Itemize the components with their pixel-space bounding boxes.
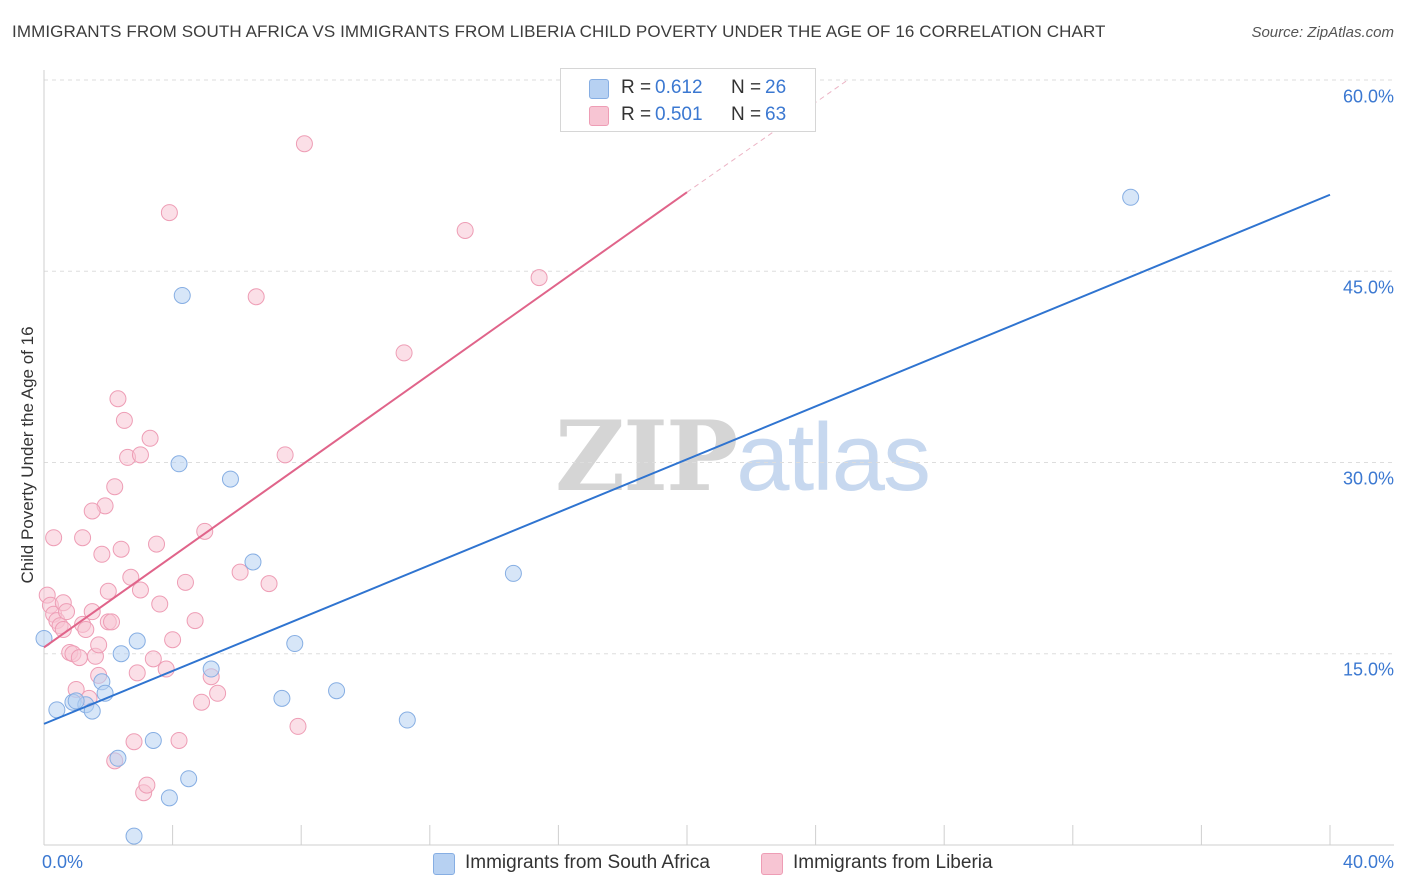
- liberia-point: [138, 776, 156, 794]
- liberia-point: [112, 540, 130, 558]
- liberia-point: [276, 446, 294, 464]
- south-africa-point: [180, 770, 198, 788]
- y-tick-label: 45.0%: [1342, 277, 1394, 298]
- south-africa-point: [112, 645, 130, 663]
- liberia-point: [58, 603, 76, 621]
- liberia-point: [131, 446, 149, 464]
- south-africa-point: [244, 553, 262, 571]
- legend-r-label: R =: [621, 104, 652, 125]
- south-africa-point: [286, 635, 304, 653]
- legend-swatch-pink: [589, 106, 609, 126]
- source-label: Source: ZipAtlas.com: [1251, 24, 1394, 41]
- liberia-point: [109, 390, 127, 408]
- liberia-point: [193, 693, 211, 711]
- liberia-point: [141, 429, 159, 447]
- liberia-point: [115, 411, 133, 429]
- liberia-point: [247, 288, 265, 306]
- x-tick-label-left: 0.0%: [42, 852, 84, 872]
- legend-n-value: 26: [765, 77, 787, 98]
- south-africa-point: [109, 749, 127, 767]
- y-tick-label: 30.0%: [1342, 468, 1394, 489]
- legend-label: Immigrants from Liberia: [793, 852, 993, 873]
- south-africa-points: [35, 188, 1140, 845]
- south-africa-trendline: [43, 193, 1331, 725]
- x-tick-label-right: 40.0%: [1342, 852, 1394, 872]
- liberia-point: [45, 529, 63, 547]
- legend-n-label: N =: [731, 77, 762, 98]
- liberia-point: [93, 545, 111, 563]
- liberia-point: [125, 733, 143, 751]
- south-africa-point: [1122, 188, 1140, 206]
- south-africa-point: [173, 286, 191, 304]
- liberia-point: [456, 221, 474, 239]
- liberia-point: [170, 731, 188, 749]
- watermark-zip: ZIP: [555, 400, 738, 513]
- liberia-point: [144, 650, 162, 668]
- watermark: ZIPatlas: [555, 400, 931, 513]
- correlation-legend: R = 0.612 N = 26 R = 0.501 N = 63: [560, 68, 816, 132]
- south-africa-point: [67, 692, 85, 710]
- liberia-trendline: [43, 191, 688, 649]
- liberia-point: [103, 613, 121, 631]
- axes: [43, 70, 1394, 846]
- liberia-points: [38, 135, 548, 802]
- legend-r-value: 0.501: [655, 104, 703, 125]
- south-africa-point: [398, 711, 416, 729]
- legend-swatch-blue: [433, 853, 455, 875]
- liberia-point: [395, 344, 413, 362]
- liberia-point: [186, 612, 204, 630]
- liberia-point: [70, 649, 88, 667]
- liberia-point: [90, 636, 108, 654]
- liberia-point: [106, 478, 124, 496]
- legend-r-value: 0.612: [655, 77, 703, 98]
- liberia-point: [148, 535, 166, 553]
- liberia-point: [74, 529, 92, 547]
- liberia-point: [164, 631, 182, 649]
- y-axis-label: Child Poverty Under the Age of 16: [18, 326, 37, 584]
- liberia-point: [83, 502, 101, 520]
- south-africa-point: [202, 660, 220, 678]
- legend-n-value: 63: [765, 104, 787, 125]
- liberia-point: [231, 563, 249, 581]
- liberia-trendline-extension: [686, 79, 849, 193]
- legend-n-label: N =: [731, 104, 762, 125]
- south-africa-point: [160, 789, 178, 807]
- south-africa-point: [221, 470, 239, 488]
- south-africa-point: [170, 455, 188, 473]
- liberia-point: [128, 664, 146, 682]
- liberia-point: [131, 581, 149, 599]
- liberia-point: [157, 660, 175, 678]
- liberia-point: [99, 582, 117, 600]
- liberia-point: [176, 573, 194, 591]
- liberia-point: [160, 204, 178, 222]
- liberia-point: [209, 684, 227, 702]
- liberia-point: [295, 135, 313, 153]
- trend-lines: [43, 79, 1331, 725]
- legend-swatch-pink: [761, 853, 783, 875]
- liberia-point: [289, 717, 307, 735]
- liberia-point: [54, 621, 72, 639]
- legend-r-label: R =: [621, 77, 652, 98]
- chart-title: IMMIGRANTS FROM SOUTH AFRICA VS IMMIGRAN…: [12, 22, 1106, 41]
- south-africa-point: [273, 689, 291, 707]
- south-africa-point: [144, 731, 162, 749]
- south-africa-point: [504, 564, 522, 582]
- south-africa-point: [128, 632, 146, 650]
- y-tick-label: 60.0%: [1342, 86, 1394, 107]
- liberia-point: [260, 575, 278, 593]
- liberia-point: [151, 595, 169, 613]
- liberia-point: [530, 269, 548, 287]
- liberia-point: [77, 621, 95, 639]
- south-africa-point: [328, 682, 346, 700]
- legend-swatch-blue: [589, 79, 609, 99]
- watermark-atlas: atlas: [736, 404, 931, 511]
- legend-label: Immigrants from South Africa: [465, 852, 710, 873]
- south-africa-point: [125, 827, 143, 845]
- y-tick-label: 15.0%: [1342, 659, 1394, 680]
